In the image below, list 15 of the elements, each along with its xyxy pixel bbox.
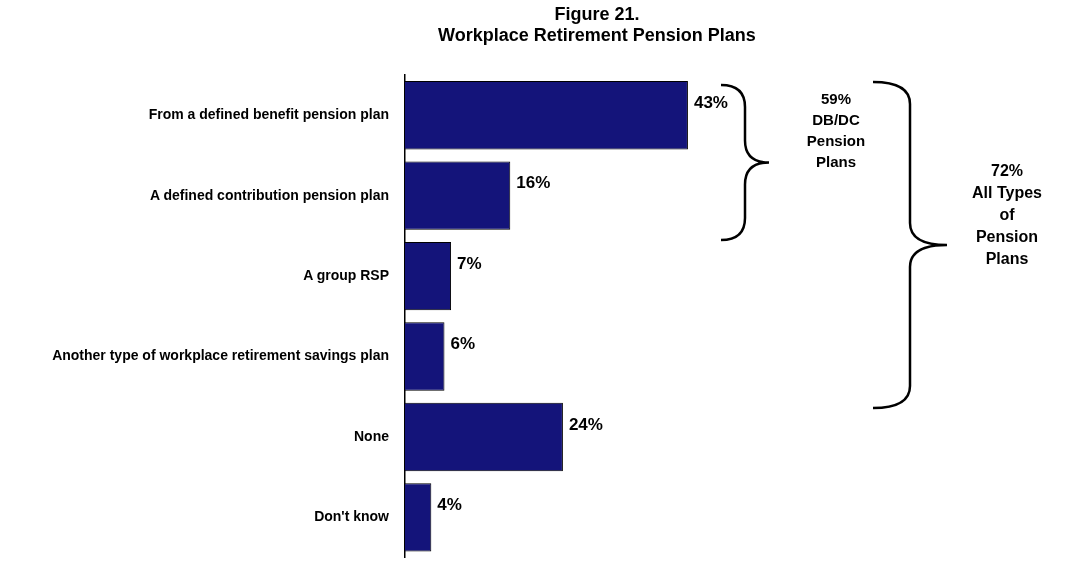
y-tick-label: A defined contribution pension plan	[149, 186, 389, 203]
y-tick-label: A group RSP	[303, 266, 389, 283]
data-label: 6%	[450, 334, 476, 354]
text: 59% DB/DC Pension Plans	[805, 89, 867, 172]
data-label: 43%	[693, 92, 728, 112]
data-label: 24%	[568, 414, 603, 434]
y-tick-label: Don't know	[314, 508, 390, 525]
text: 72% All Types of Pension Plans	[971, 161, 1043, 269]
chart-title: Figure 21. Workplace Retirement Pension Plans	[437, 4, 757, 46]
data-label: 16%	[516, 173, 551, 193]
y-tick-label: From a defined benefit pension plan	[148, 106, 389, 123]
data-label: 4%	[437, 495, 462, 515]
data-label: 7%	[457, 253, 482, 273]
y-tick-label: None	[354, 427, 390, 444]
y-tick-label: Another type of workplace retirement savings plan	[52, 347, 389, 364]
